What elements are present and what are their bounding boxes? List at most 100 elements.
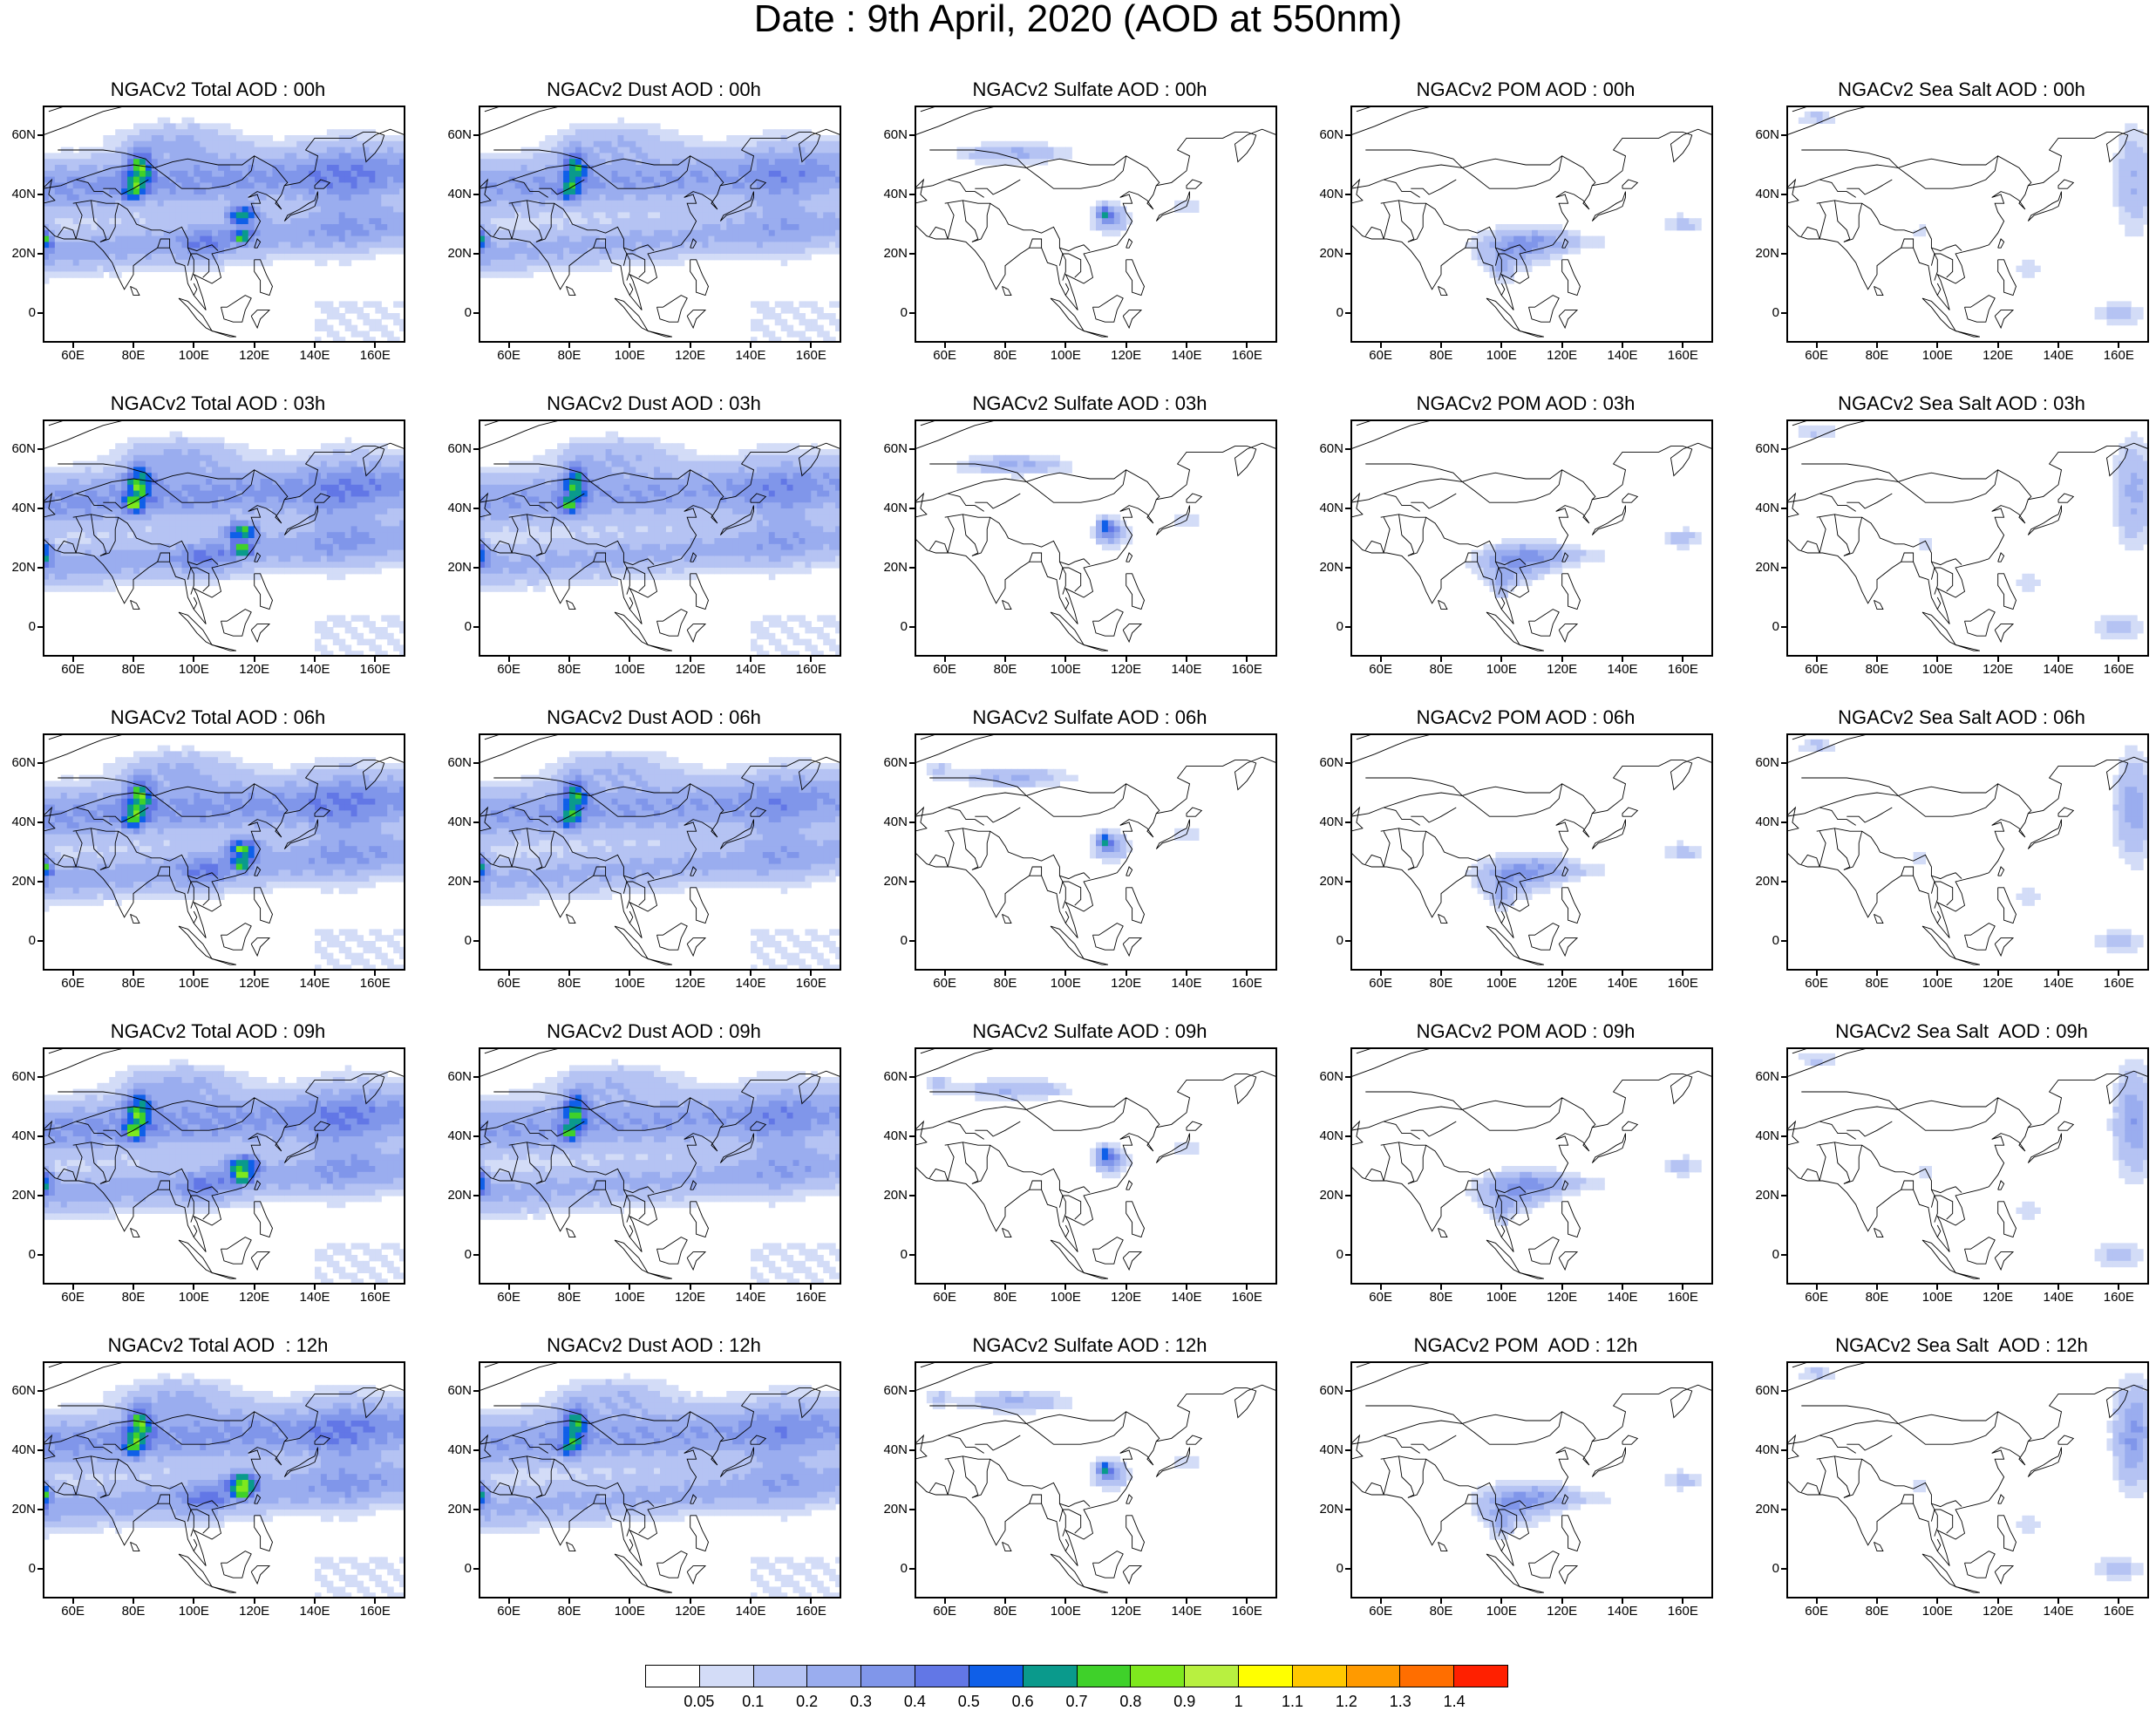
lat-tick-label: 0: [872, 1247, 908, 1263]
lat-tick-label: 60N: [1744, 441, 1779, 457]
lon-tick-label: 60E: [1355, 1290, 1407, 1305]
figure-title: Date : 9th April, 2020 (AOD at 550nm): [0, 0, 2156, 38]
lat-tick-label: 60N: [872, 1383, 908, 1399]
lat-tick-mark: [909, 253, 915, 255]
lon-tick-label: 140E: [2032, 1604, 2085, 1619]
lon-tick-label: 120E: [1100, 1604, 1153, 1619]
lat-tick-label: 60N: [0, 1383, 36, 1399]
lon-tick-label: 100E: [603, 1604, 656, 1619]
lon-tick-label: 60E: [1355, 662, 1407, 678]
colorbar-label: 0.6: [996, 1692, 1049, 1711]
lat-tick-mark: [909, 1509, 915, 1510]
lon-tick-label: 160E: [349, 348, 401, 364]
lat-tick-label: 0: [872, 933, 908, 949]
colorbar-label: 0.8: [1105, 1692, 1157, 1711]
lat-tick-mark: [473, 1568, 479, 1570]
lat-tick-label: 60N: [436, 755, 472, 771]
lon-tick-label: 60E: [47, 662, 99, 678]
lon-tick-label: 120E: [1536, 1604, 1588, 1619]
lat-tick-mark: [1345, 567, 1350, 569]
lon-tick-label: 160E: [1656, 976, 1709, 992]
lat-tick-mark: [1781, 626, 1786, 628]
lat-tick-label: 0: [1308, 1561, 1343, 1577]
lat-tick-mark: [473, 567, 479, 569]
coastlines: [1352, 1363, 1711, 1592]
lat-tick-mark: [909, 312, 915, 314]
map-plot-area: [43, 1047, 405, 1285]
lat-tick-label: 0: [1744, 1561, 1779, 1577]
lat-tick-label: 20N: [436, 1502, 472, 1517]
panel-title: NGACv2 Sea Salt AOD : 09h: [1744, 1020, 2156, 1043]
aod-map: [1788, 1363, 2147, 1597]
colorbar-swatch: [1400, 1666, 1454, 1687]
panel-title: NGACv2 Sulfate AOD : 00h: [872, 78, 1308, 101]
lon-tick-label: 120E: [1972, 1290, 2024, 1305]
lat-tick-mark: [473, 1390, 479, 1392]
lon-tick-label: 60E: [1355, 1604, 1407, 1619]
lat-tick-mark: [909, 508, 915, 509]
panel-title: NGACv2 Total AOD : 03h: [0, 392, 436, 415]
aod-field: [1472, 1468, 1702, 1539]
panel-title: NGACv2 Sea Salt AOD : 03h: [1744, 392, 2156, 415]
lat-tick-label: 0: [1744, 933, 1779, 949]
lat-tick-label: 20N: [872, 246, 908, 262]
aod-map: [916, 421, 1275, 655]
colorbar-swatch: [754, 1666, 808, 1687]
lon-tick-label: 140E: [1160, 976, 1213, 992]
lat-tick-mark: [1781, 1449, 1786, 1451]
lat-tick-label: 60N: [1308, 1069, 1343, 1085]
map-plot-area: [1786, 1361, 2149, 1599]
lat-tick-label: 0: [0, 305, 36, 321]
colorbar-label: 1.3: [1374, 1692, 1426, 1711]
lat-tick-label: 40N: [1744, 1128, 1779, 1144]
lon-tick-label: 80E: [1851, 1604, 1903, 1619]
lat-tick-label: 60N: [436, 127, 472, 143]
lat-tick-mark: [37, 1195, 43, 1196]
lon-tick-label: 60E: [483, 662, 535, 678]
lat-tick-mark: [909, 1568, 915, 1570]
lat-tick-label: 40N: [1308, 187, 1343, 202]
lat-tick-label: 20N: [0, 874, 36, 890]
lon-tick-label: 80E: [543, 976, 595, 992]
lat-tick-mark: [1345, 1509, 1350, 1510]
map-plot-area: [1786, 1047, 2149, 1285]
coastlines: [1788, 1363, 2147, 1592]
lat-tick-mark: [1345, 1135, 1350, 1137]
lat-tick-label: 20N: [1744, 874, 1779, 890]
lat-tick-mark: [37, 1076, 43, 1078]
lat-tick-mark: [909, 1390, 915, 1392]
lat-tick-mark: [37, 821, 43, 823]
lat-tick-mark: [473, 253, 479, 255]
lon-tick-label: 60E: [919, 1604, 971, 1619]
aod-field: [1799, 740, 2147, 953]
lon-tick-label: 60E: [1355, 976, 1407, 992]
lat-tick-mark: [37, 1568, 43, 1570]
lon-tick-label: 160E: [1656, 1290, 1709, 1305]
lat-tick-mark: [909, 762, 915, 764]
lat-tick-mark: [909, 881, 915, 883]
lat-tick-mark: [473, 448, 479, 450]
lat-tick-label: 40N: [436, 815, 472, 830]
lat-tick-label: 60N: [436, 1069, 472, 1085]
lat-tick-label: 60N: [872, 441, 908, 457]
lon-tick-label: 80E: [1415, 662, 1467, 678]
lat-tick-label: 0: [0, 1561, 36, 1577]
lat-tick-mark: [37, 1390, 43, 1392]
lon-tick-label: 60E: [919, 662, 971, 678]
lat-tick-label: 20N: [1744, 1188, 1779, 1203]
coastlines: [1352, 421, 1711, 651]
lat-tick-label: 40N: [1308, 1442, 1343, 1458]
lon-tick-label: 60E: [919, 1290, 971, 1305]
lon-tick-label: 80E: [543, 1290, 595, 1305]
aod-map: [1352, 1049, 1711, 1283]
aod-map: [916, 735, 1275, 969]
panel-title: NGACv2 Sulfate AOD : 03h: [872, 392, 1308, 415]
